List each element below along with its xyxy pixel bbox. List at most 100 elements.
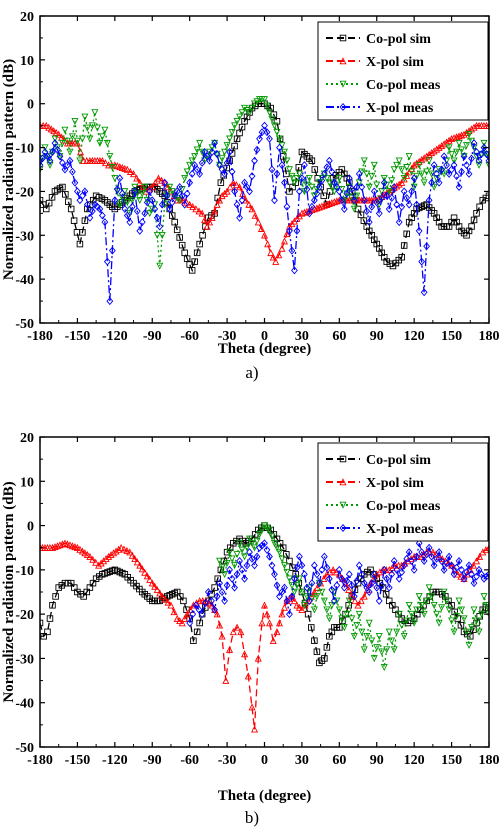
- legend-swatch-marker: [339, 34, 347, 42]
- data-point: [485, 602, 489, 609]
- data-point: [272, 257, 280, 265]
- data-point: [338, 615, 346, 623]
- data-point: [482, 546, 489, 554]
- data-point: [158, 232, 166, 240]
- data-point: [46, 161, 54, 169]
- data-point: [310, 561, 318, 570]
- data-point: [443, 597, 451, 605]
- y-tick-label: -50: [15, 317, 34, 332]
- data-point: [148, 579, 156, 587]
- data-point: [166, 183, 174, 191]
- y-tick-label: -30: [15, 652, 34, 667]
- data-point: [365, 619, 373, 627]
- data-point: [64, 161, 71, 170]
- data-point: [403, 554, 411, 563]
- data-point: [298, 588, 306, 596]
- data-point: [460, 574, 468, 583]
- data-point: [288, 172, 296, 180]
- data-point: [186, 161, 194, 169]
- legend-swatch-marker: [339, 524, 347, 532]
- data-point: [196, 619, 203, 627]
- data-point: [311, 637, 318, 644]
- data-point: [453, 563, 460, 572]
- x-tick-label: -180: [27, 753, 53, 768]
- data-point: [398, 621, 406, 630]
- data-point: [301, 570, 308, 579]
- data-point: [465, 131, 473, 139]
- data-point: [237, 628, 245, 636]
- data-point: [253, 552, 261, 561]
- data-point: [243, 183, 251, 192]
- data-point: [370, 655, 378, 663]
- data-point: [278, 555, 286, 563]
- data-point: [86, 135, 94, 143]
- data-point: [301, 601, 309, 609]
- data-point: [236, 183, 244, 191]
- data-point: [343, 610, 351, 618]
- x-tick-label: 60: [332, 329, 346, 344]
- data-point: [106, 153, 114, 161]
- data-point: [231, 122, 239, 130]
- data-point: [400, 561, 408, 570]
- data-point: [373, 181, 381, 189]
- data-point: [293, 563, 301, 572]
- data-point: [98, 156, 106, 164]
- data-point: [290, 588, 298, 596]
- data-point: [161, 201, 169, 209]
- data-point: [206, 218, 214, 226]
- data-point: [333, 197, 341, 205]
- data-point: [298, 605, 306, 613]
- data-point: [457, 572, 465, 580]
- data-point: [156, 589, 164, 597]
- data-point: [166, 204, 174, 213]
- data-point: [485, 161, 489, 169]
- data-point: [440, 140, 448, 148]
- data-point: [403, 230, 410, 238]
- data-point: [379, 584, 387, 591]
- data-point: [110, 549, 118, 557]
- data-point: [363, 170, 371, 178]
- data-point: [158, 200, 166, 209]
- data-point: [216, 621, 224, 629]
- data-point: [233, 551, 241, 559]
- data-point: [445, 136, 453, 144]
- data-point: [476, 552, 484, 560]
- x-tick-label: 90: [370, 753, 384, 768]
- data-point: [226, 183, 234, 191]
- data-point: [248, 104, 256, 112]
- data-point: [51, 135, 59, 143]
- data-point: [71, 178, 79, 187]
- data-point: [260, 231, 269, 239]
- data-point: [44, 628, 51, 636]
- data-point: [445, 169, 453, 178]
- data-point: [103, 139, 111, 147]
- data-point: [244, 672, 252, 680]
- data-point: [69, 167, 76, 176]
- data-point: [183, 189, 191, 198]
- data-point: [450, 161, 458, 170]
- data-point: [338, 196, 346, 205]
- legend-item: Co-pol meas: [326, 499, 441, 514]
- data-point: [79, 191, 86, 200]
- data-point: [178, 241, 186, 249]
- data-point: [393, 161, 401, 169]
- data-point: [345, 570, 353, 579]
- data-point: [153, 232, 161, 240]
- data-point: [250, 725, 259, 733]
- data-point: [59, 183, 66, 191]
- data-point: [335, 606, 343, 614]
- data-point: [143, 198, 151, 207]
- data-point: [233, 118, 241, 126]
- data-point: [420, 154, 428, 162]
- data-point: [263, 610, 271, 618]
- data-point: [293, 582, 301, 590]
- data-point: [415, 539, 423, 548]
- data-point: [120, 545, 128, 553]
- data-point: [385, 566, 393, 574]
- x-tick-label: -90: [143, 329, 162, 344]
- data-point: [260, 601, 269, 609]
- data-point: [318, 202, 326, 210]
- data-point: [455, 597, 463, 605]
- data-point: [101, 126, 109, 134]
- data-point: [269, 253, 277, 261]
